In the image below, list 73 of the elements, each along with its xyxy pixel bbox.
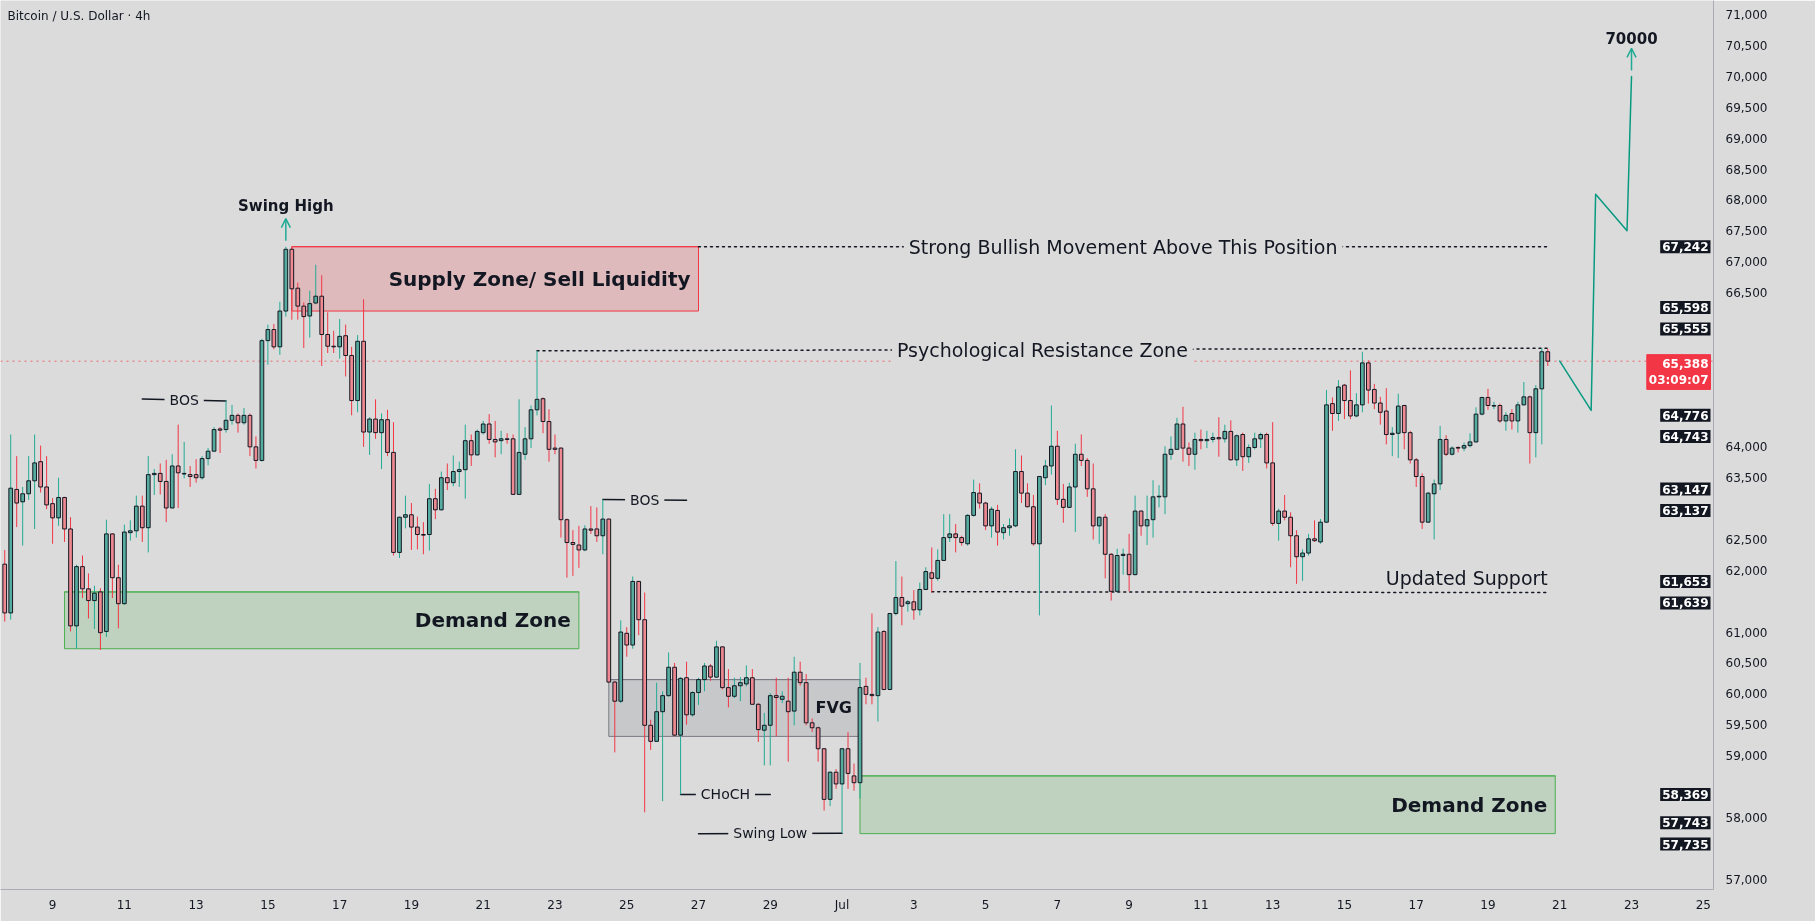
y-tick-label: 61,000	[1725, 625, 1768, 640]
x-tick-label: 3	[910, 897, 918, 912]
y-tick-label: 70,000	[1725, 69, 1768, 84]
x-tick-label: 19	[1480, 897, 1496, 912]
y-tick-label: 64,000	[1725, 440, 1768, 455]
x-tick-label: 17	[1408, 897, 1424, 912]
x-tick-label: 5	[981, 897, 990, 912]
series-label: Updated Support	[1385, 566, 1548, 589]
x-tick-label: 9	[48, 897, 57, 912]
x-tick-label: 27	[690, 897, 707, 912]
annotation: 63,137	[1662, 504, 1709, 519]
annotation: 65,598	[1662, 301, 1709, 316]
y-tick-label: 70,500	[1725, 39, 1768, 54]
y-tick-label: 59,000	[1725, 749, 1768, 764]
y-tick-label: 60,000	[1725, 687, 1768, 702]
x-tick-label: 21	[475, 897, 491, 912]
series-label: Supply Zone/ Sell Liquidity	[388, 266, 691, 291]
annotation: 64,776	[1662, 408, 1709, 423]
series-label: FVG	[815, 698, 852, 718]
x-tick-label: 25	[1695, 897, 1711, 912]
series-label: CHoCH	[700, 786, 751, 803]
x-tick-label: 21	[1552, 897, 1568, 912]
y-tick-label: 67,000	[1725, 255, 1768, 270]
candlestick	[181, 441, 187, 479]
annotation: 70000	[1605, 30, 1658, 49]
series-label: Demand Zone	[1391, 792, 1548, 817]
x-tick-label: 15	[260, 897, 276, 912]
x-tick-label: 23	[547, 897, 563, 912]
series-label: BOS	[169, 391, 199, 408]
y-tick-label: 62,000	[1725, 563, 1768, 578]
y-tick-label: 68,500	[1725, 162, 1768, 177]
y-tick-label: 62,500	[1725, 532, 1768, 547]
x-tick-label: 13	[1265, 897, 1281, 912]
x-tick-label: 11	[116, 897, 132, 912]
x-tick-label: 13	[188, 897, 204, 912]
y-tick-label: 69,000	[1725, 131, 1768, 146]
y-tick-label: 69,500	[1725, 100, 1768, 115]
series-label: Strong Bullish Movement Above This Position	[908, 235, 1338, 258]
annotation: 61,639	[1662, 596, 1709, 611]
series-label: Swing Low	[733, 825, 808, 842]
x-tick-label: 9	[1125, 897, 1133, 912]
annotation: 58,369	[1662, 787, 1709, 802]
ref-line-label: 65,388 03:09:07	[1648, 356, 1709, 388]
x-tick-label: 7	[1053, 897, 1062, 912]
x-tick-label: 11	[1193, 897, 1209, 912]
annotation: 67,242	[1662, 240, 1709, 255]
y-tick-label: 71,000	[1725, 8, 1768, 23]
annotation: 63,147	[1662, 482, 1709, 497]
y-tick-label: 60,500	[1725, 656, 1768, 671]
text: Bitcoin / U.S. Dollar · 4h	[7, 8, 151, 23]
y-tick-label: 58,000	[1725, 810, 1768, 825]
annotation: 64,743	[1662, 430, 1709, 445]
y-tick-label: 63,500	[1725, 471, 1768, 486]
y-tick-label: 57,000	[1725, 872, 1768, 887]
y-tick-label: 68,000	[1725, 193, 1768, 208]
x-tick-label: Jul	[833, 897, 850, 912]
x-tick-label: 17	[332, 897, 348, 912]
x-tick-label: 15	[1336, 897, 1353, 912]
annotation: 65,555	[1662, 322, 1709, 337]
series-label: Psychological Resistance Zone	[896, 338, 1188, 361]
annotation: 61,653	[1662, 574, 1709, 589]
annotation: 57,735	[1662, 837, 1709, 852]
x-tick-label: 29	[762, 897, 778, 912]
series-label: Demand Zone	[414, 608, 571, 633]
series-label: BOS	[630, 491, 660, 508]
y-tick-label: 67,500	[1725, 224, 1768, 239]
x-tick-label: 19	[403, 897, 420, 912]
x-tick-label: 23	[1623, 897, 1640, 912]
annotation: Swing High	[238, 196, 334, 215]
annotation: 57,743	[1662, 816, 1709, 831]
y-tick-label: 66,500	[1725, 286, 1768, 301]
x-tick-label: 25	[619, 897, 635, 912]
y-tick-label: 59,500	[1725, 718, 1768, 733]
